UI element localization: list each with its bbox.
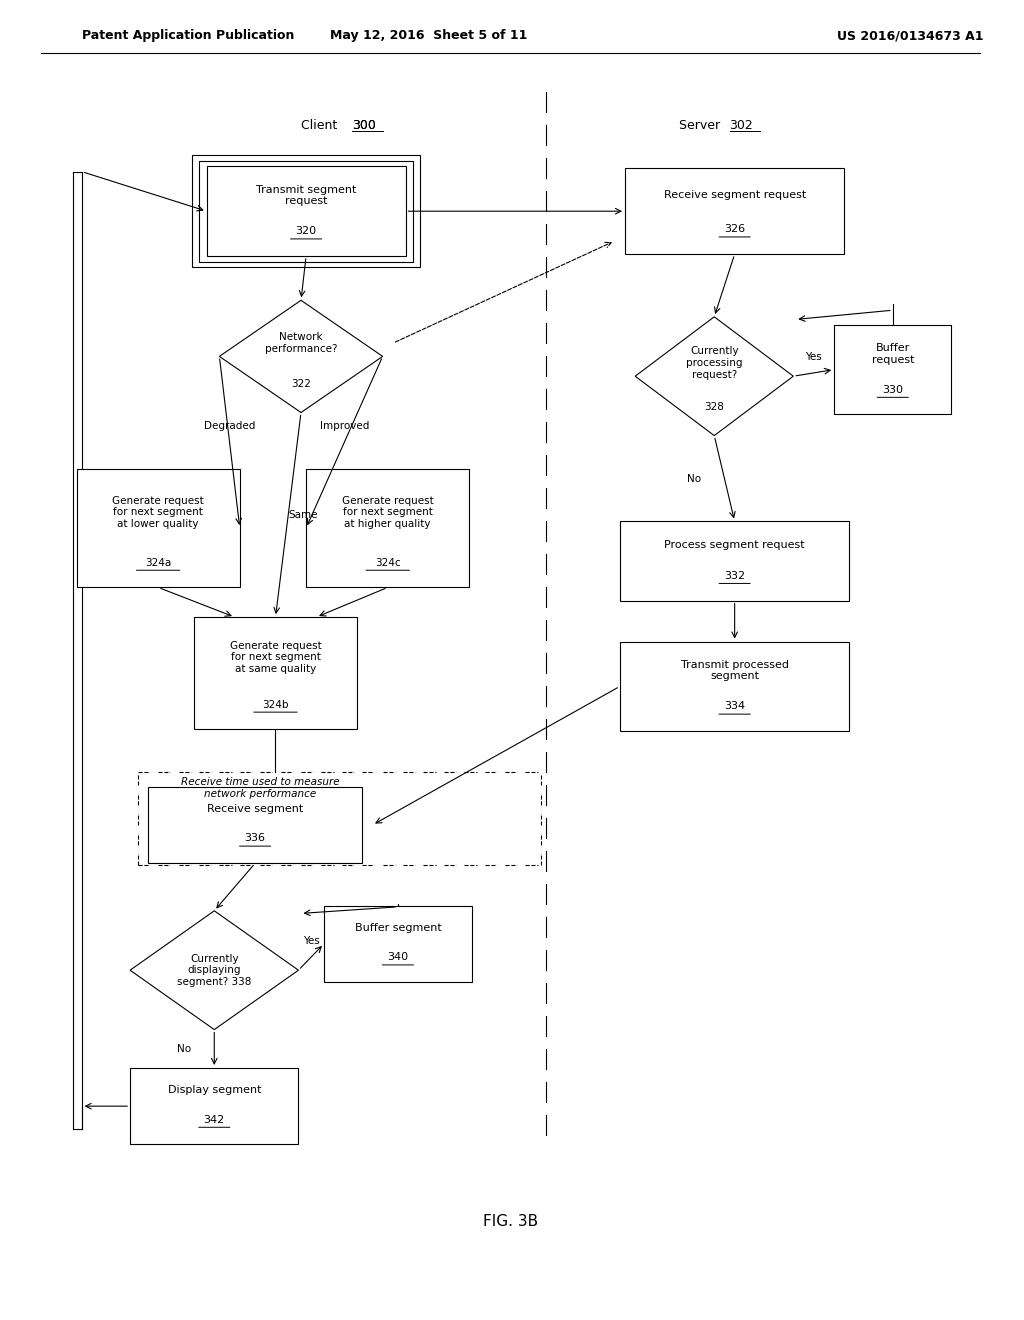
Text: Generate request
for next segment
at same quality: Generate request for next segment at sam… [229, 640, 322, 675]
Text: Same: Same [289, 510, 318, 520]
FancyBboxPatch shape [77, 469, 240, 587]
Text: Display segment: Display segment [168, 1085, 261, 1096]
Polygon shape [219, 301, 383, 412]
FancyBboxPatch shape [620, 521, 850, 601]
Text: Receive segment request: Receive segment request [664, 190, 806, 201]
Text: 300: 300 [352, 119, 376, 132]
FancyBboxPatch shape [625, 168, 845, 253]
Text: Transmit segment
request: Transmit segment request [256, 185, 356, 206]
Text: 330: 330 [883, 384, 903, 395]
Text: 320: 320 [296, 226, 316, 236]
Text: US 2016/0134673 A1: US 2016/0134673 A1 [837, 29, 983, 42]
FancyBboxPatch shape [194, 618, 357, 729]
Text: Yes: Yes [303, 936, 319, 946]
Text: Buffer segment: Buffer segment [354, 923, 441, 933]
Text: 332: 332 [724, 570, 745, 581]
FancyBboxPatch shape [620, 642, 850, 731]
FancyBboxPatch shape [130, 1068, 298, 1144]
Text: Currently
displaying
segment? 338: Currently displaying segment? 338 [177, 953, 252, 987]
Text: Patent Application Publication: Patent Application Publication [82, 29, 294, 42]
Text: FIG. 3B: FIG. 3B [482, 1213, 538, 1229]
FancyBboxPatch shape [324, 906, 472, 982]
Text: No: No [176, 1044, 190, 1053]
Text: 300: 300 [352, 119, 376, 132]
FancyBboxPatch shape [835, 325, 951, 414]
Text: Improved: Improved [319, 421, 369, 432]
Text: Receive segment: Receive segment [207, 804, 303, 814]
Polygon shape [130, 911, 298, 1030]
Text: Transmit processed
segment: Transmit processed segment [681, 660, 788, 681]
Text: 336: 336 [245, 833, 265, 843]
Text: 324b: 324b [262, 700, 289, 710]
Text: 324c: 324c [375, 557, 400, 568]
Text: 324a: 324a [145, 557, 171, 568]
Text: 342: 342 [204, 1114, 225, 1125]
Text: 328: 328 [705, 401, 724, 412]
Text: May 12, 2016  Sheet 5 of 11: May 12, 2016 Sheet 5 of 11 [330, 29, 527, 42]
Text: No: No [687, 474, 700, 483]
Text: Yes: Yes [805, 352, 822, 362]
Text: Currently
processing
request?: Currently processing request? [686, 346, 742, 380]
Text: Client: Client [301, 119, 341, 132]
Text: Receive time used to measure
network performance: Receive time used to measure network per… [181, 777, 340, 799]
Polygon shape [635, 317, 794, 436]
Text: 322: 322 [291, 379, 311, 388]
Text: 340: 340 [387, 952, 409, 962]
FancyBboxPatch shape [147, 787, 362, 863]
Text: 326: 326 [724, 224, 745, 235]
Text: Generate request
for next segment
at higher quality: Generate request for next segment at hig… [342, 495, 433, 529]
Text: Buffer
request: Buffer request [871, 343, 914, 364]
Text: Degraded: Degraded [204, 421, 255, 432]
FancyBboxPatch shape [306, 469, 469, 587]
FancyBboxPatch shape [207, 166, 406, 256]
Text: Network
performance?: Network performance? [265, 333, 337, 354]
Text: 302: 302 [729, 119, 754, 132]
Text: Process segment request: Process segment request [665, 540, 805, 550]
Text: 334: 334 [724, 701, 745, 711]
Text: Server: Server [679, 119, 724, 132]
Text: Generate request
for next segment
at lower quality: Generate request for next segment at low… [113, 495, 204, 529]
